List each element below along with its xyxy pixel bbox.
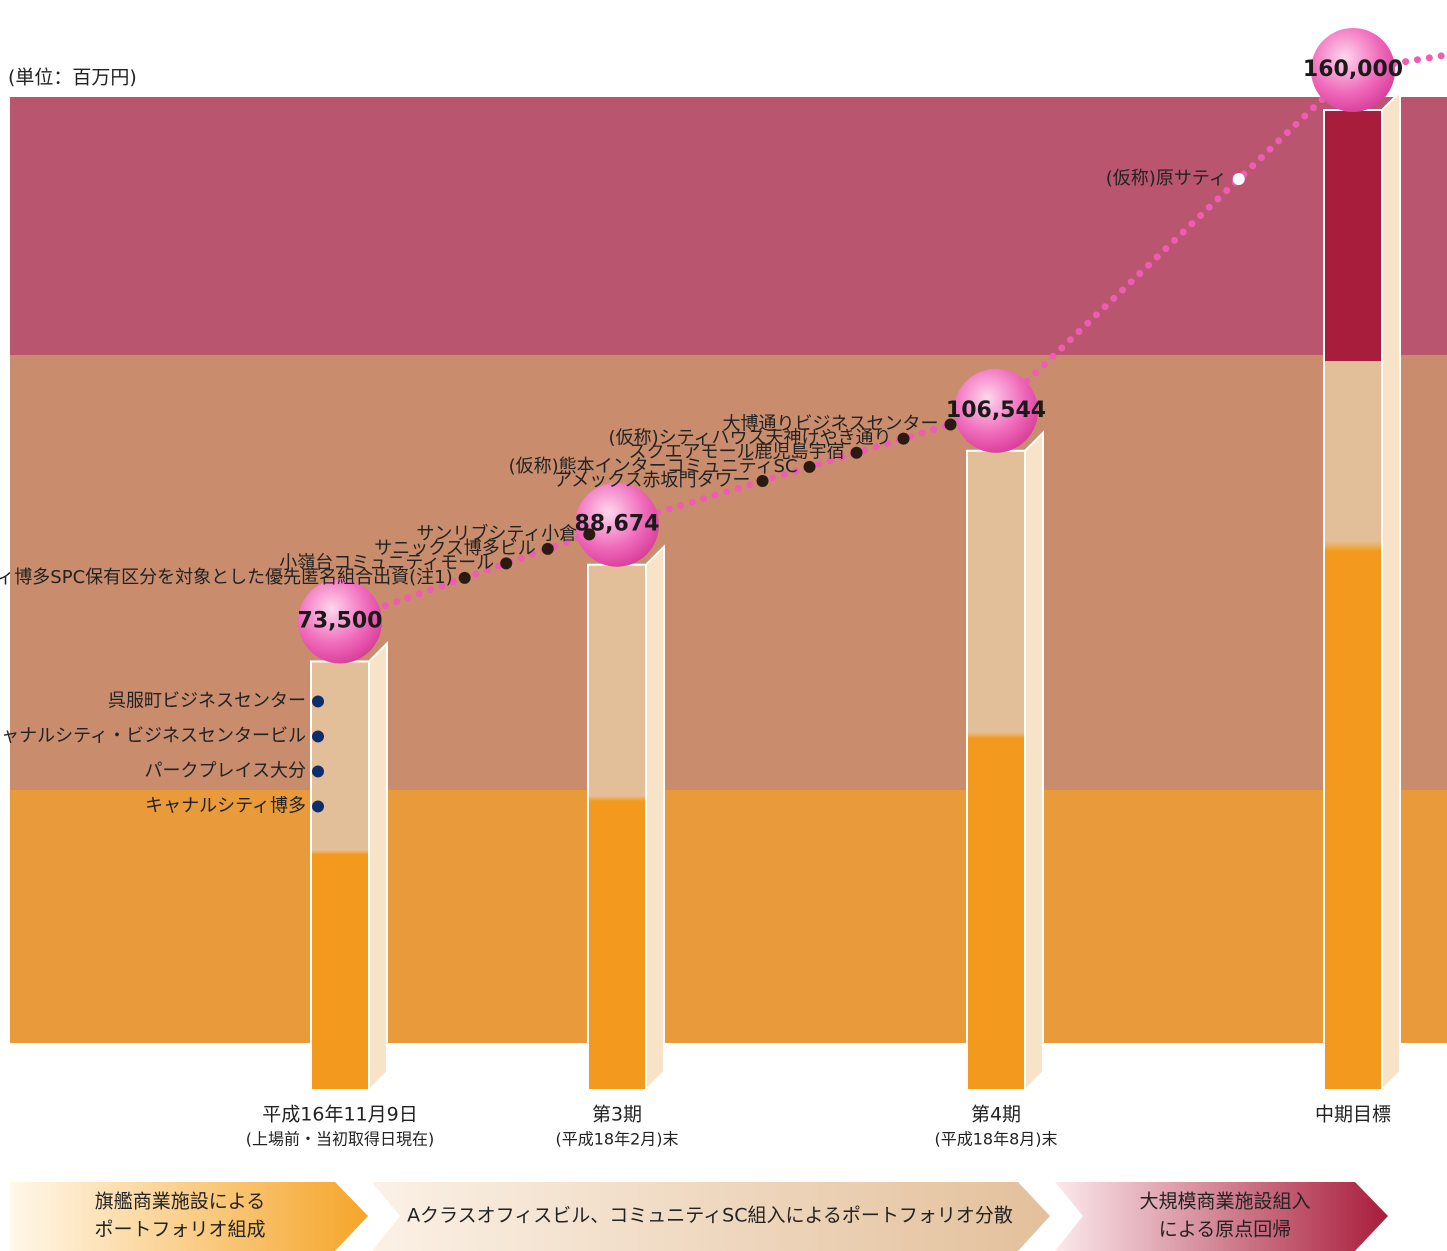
property-label: 大博通りビジネスセンター (723, 413, 939, 434)
x-tick-label: 中期目標 (1315, 1104, 1391, 1126)
property-dot (945, 418, 957, 430)
background-band (10, 97, 1447, 355)
value-label: 73,500 (298, 608, 383, 633)
property-label: キャナルシティ・ビジネスセンタービル (0, 725, 306, 746)
x-tick-note: (平成18年2月)末 (555, 1130, 678, 1149)
property-label: 呉服町ビジネスセンター (108, 690, 306, 711)
property-dot (459, 572, 471, 584)
chart: (単位：百万円) 73,500平成16年11月9日(上場前・当初取得日現在)88… (0, 0, 1447, 1251)
property-dot (542, 543, 554, 555)
property-label: サンリブシティ小倉 (416, 522, 577, 544)
phase-label: 大規模商業施設組入 (1139, 1191, 1310, 1213)
bar (588, 565, 646, 1090)
bar-side (646, 547, 664, 1090)
property-dot (312, 730, 324, 742)
phase-label: 旗艦商業施設による (95, 1191, 265, 1213)
background-band (10, 790, 1447, 1043)
unit-label: (単位：百万円) (8, 67, 137, 89)
bar-side (1025, 433, 1043, 1090)
value-label: 160,000 (1303, 57, 1403, 82)
property-label: (仮称)原サティ (1106, 168, 1227, 189)
bar-side (369, 643, 387, 1090)
bar-top-segment (1325, 111, 1381, 361)
x-tick-label: 第4期 (971, 1104, 1021, 1126)
phase-label: による原点回帰 (1159, 1219, 1291, 1241)
property-dot (312, 695, 324, 707)
property-dot (583, 528, 595, 540)
bar-side (1382, 92, 1400, 1090)
property-label: パークプレイス大分 (145, 760, 306, 781)
property-dot (312, 765, 324, 777)
property-dot (500, 557, 512, 569)
phase-label: ポートフォリオ組成 (94, 1219, 265, 1241)
property-label: キャナルシティ博多 (145, 795, 306, 816)
bar (311, 661, 369, 1090)
property-dot (312, 800, 324, 812)
phase-label: Aクラスオフィスビル、コミュニティSC組入によるポートフォリオ分散 (407, 1205, 1013, 1227)
bar (967, 451, 1025, 1090)
x-tick-note: (上場前・当初取得日現在) (246, 1130, 435, 1149)
value-label: 106,544 (946, 398, 1046, 423)
x-tick-label: 第3期 (592, 1104, 642, 1126)
x-tick-label: 平成16年11月9日 (262, 1104, 417, 1126)
property-dot (1233, 173, 1245, 185)
x-tick-note: (平成18年8月)末 (934, 1130, 1057, 1149)
